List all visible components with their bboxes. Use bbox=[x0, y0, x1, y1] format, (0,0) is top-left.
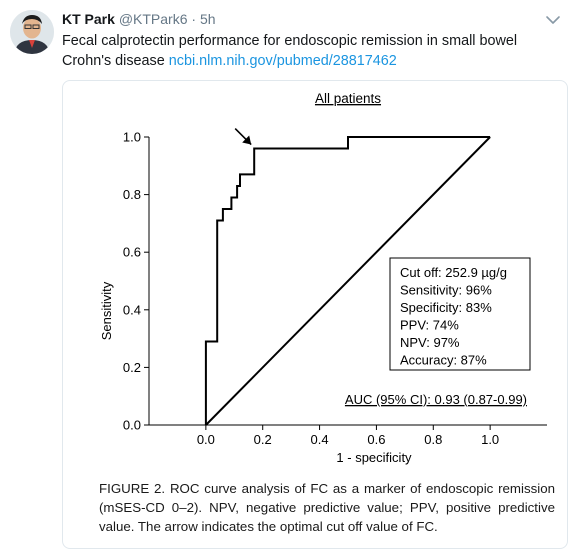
roc-chart: All patients 0.0 0.2 0.4 0.6 0.8 1.0 0.0 0.2 0.4 0… bbox=[99, 91, 547, 465]
stats-line: Specificity: 83% bbox=[400, 300, 492, 315]
stats-line: PPV: 74% bbox=[400, 318, 459, 333]
tweet-timestamp[interactable]: 5h bbox=[199, 11, 216, 27]
stats-line: Accuracy: 87% bbox=[400, 353, 487, 368]
y-tick-label: 0.0 bbox=[123, 418, 141, 433]
y-tick-label: 0.8 bbox=[123, 187, 141, 202]
chevron-down-icon[interactable] bbox=[545, 14, 561, 26]
y-tick-label: 0.4 bbox=[123, 302, 141, 317]
author-handle[interactable]: @KTPark6 bbox=[118, 11, 188, 27]
stats-line: Cut off: 252.9 µg/g bbox=[400, 265, 507, 280]
stats-line: NPV: 97% bbox=[400, 335, 460, 350]
y-tick-label: 1.0 bbox=[123, 130, 141, 145]
tweet-body: Fecal calprotectin performance for endos… bbox=[62, 33, 518, 69]
x-tick-label: 0.4 bbox=[311, 432, 329, 447]
avatar[interactable] bbox=[10, 10, 54, 54]
figure-caption: FIGURE 2. ROC curve analysis of FC as a … bbox=[99, 481, 555, 534]
author-name[interactable]: KT Park bbox=[62, 11, 115, 27]
separator-dot: · bbox=[191, 11, 197, 27]
arrow-head-icon bbox=[242, 135, 252, 145]
chart-title: All patients bbox=[315, 91, 381, 106]
y-tick-label: 0.6 bbox=[123, 245, 141, 260]
y-axis-label: Sensitivity bbox=[99, 281, 114, 340]
x-axis-label: 1 - specificity bbox=[336, 450, 412, 465]
tweet-header: KT Park @KTPark6 · 5h bbox=[62, 11, 216, 27]
reference-diagonal bbox=[205, 136, 491, 426]
tweet-link[interactable]: ncbi.nlm.nih.gov/pubmed/28817462 bbox=[168, 53, 397, 69]
x-tick-label: 1.0 bbox=[481, 432, 499, 447]
y-tick-label: 0.2 bbox=[123, 360, 141, 375]
stats-box bbox=[389, 257, 531, 371]
tweet-text: Fecal calprotectin performance for endos… bbox=[62, 31, 567, 71]
roc-curve bbox=[204, 136, 491, 425]
stats-line: Sensitivity: 96% bbox=[400, 283, 492, 298]
auc-label: AUC (95% CI): 0.93 (0.87-0.99) bbox=[345, 392, 527, 407]
x-tick-label: 0.8 bbox=[424, 432, 442, 447]
media-card[interactable]: All patients 0.0 0.2 0.4 0.6 0.8 1.0 0.0 0.2 0.4 0… bbox=[62, 80, 568, 549]
x-tick-label: 0.2 bbox=[254, 432, 272, 447]
x-tick-label: 0.0 bbox=[197, 432, 215, 447]
x-tick-label: 0.6 bbox=[367, 432, 385, 447]
